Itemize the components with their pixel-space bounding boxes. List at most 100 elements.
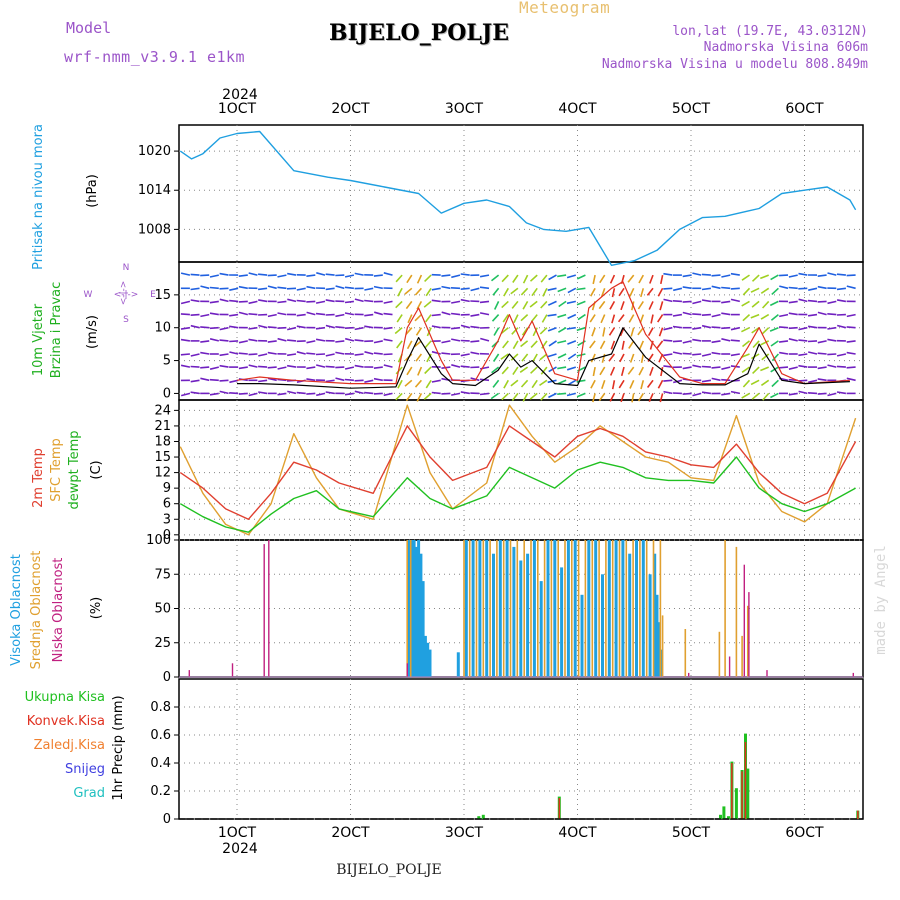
wind-barb xyxy=(425,287,432,297)
wind-barb xyxy=(827,313,837,316)
wind-barb xyxy=(620,393,625,403)
wind-barb xyxy=(557,366,567,370)
wind-barb xyxy=(721,300,731,304)
wind-barb xyxy=(512,366,519,376)
wind-barb xyxy=(621,340,625,350)
wind-barb xyxy=(557,287,567,293)
wind-barb xyxy=(423,392,432,400)
wind-barb xyxy=(383,312,393,316)
wind-barb xyxy=(576,326,586,332)
wind-barb xyxy=(663,298,673,303)
cloud-low-bar xyxy=(852,672,854,677)
wind-barb xyxy=(827,338,837,342)
cloud-high-bar xyxy=(417,540,421,677)
wind-barb xyxy=(817,300,827,303)
wind-barb xyxy=(682,366,692,370)
wind-barb xyxy=(600,288,606,297)
wind-barb xyxy=(648,301,654,310)
wind-barb xyxy=(470,287,480,292)
cloud-mid-bar xyxy=(735,546,738,677)
wind-barb xyxy=(779,351,789,355)
precip-legend-label: Ukupna Kisa xyxy=(25,690,105,705)
wind-barb xyxy=(807,325,818,329)
wind-barb xyxy=(354,298,364,303)
wind-barb xyxy=(846,285,856,290)
wind-barb xyxy=(286,364,297,368)
wind-barb xyxy=(413,340,422,348)
cloud-high-bar xyxy=(456,652,460,677)
wind-barb xyxy=(229,340,239,343)
wind-unit: (m/s) xyxy=(85,315,100,349)
cloud-mid-bar xyxy=(747,605,749,677)
wind-barb xyxy=(567,353,577,360)
wind-barb xyxy=(229,313,239,317)
wind-barb xyxy=(479,274,490,278)
wind-barb xyxy=(599,274,606,284)
wind-barb xyxy=(846,351,856,355)
wind-barb xyxy=(577,313,586,321)
wind-barb xyxy=(335,313,345,318)
wind-barb xyxy=(646,287,654,296)
bottom-year-label: 2024 xyxy=(222,841,258,857)
wind-barb xyxy=(493,301,500,310)
wind-barb xyxy=(405,392,413,402)
temp-ytick-label: 15 xyxy=(154,450,171,465)
wind-barb xyxy=(692,326,702,330)
precip-ytick-label: 0 xyxy=(163,812,171,827)
wind-barb xyxy=(451,312,461,316)
wind-barb xyxy=(576,274,586,280)
wind-barb xyxy=(209,392,219,396)
wind-barb xyxy=(364,351,374,355)
wind-barb xyxy=(479,312,490,316)
wind-barb xyxy=(846,313,856,318)
wind-barb xyxy=(807,392,818,395)
wind-barb xyxy=(730,339,740,342)
compass-e-label: E xyxy=(150,290,156,300)
wind-barb xyxy=(405,300,413,310)
wind-barb xyxy=(441,274,451,277)
wind-barb xyxy=(416,301,423,310)
wind-barb xyxy=(752,366,760,374)
wind-barb xyxy=(770,313,779,321)
wind-barb xyxy=(229,325,239,329)
wind-barb xyxy=(190,379,200,383)
wind-barb xyxy=(701,391,712,395)
wind-barb xyxy=(200,366,210,369)
wind-barb xyxy=(600,314,606,324)
wind-barb xyxy=(267,377,277,382)
precip-total-bar xyxy=(746,768,750,819)
wind-barb xyxy=(682,392,692,395)
wind-barb xyxy=(373,392,383,395)
wind-barb xyxy=(510,287,519,295)
wind-barb xyxy=(817,311,827,316)
wind-barb xyxy=(590,379,596,389)
wind-barb xyxy=(762,392,770,401)
wind-barb xyxy=(752,340,760,349)
wind-barb xyxy=(547,313,557,317)
cloud-high-bar xyxy=(526,553,530,677)
wind-barb xyxy=(577,340,586,347)
wind-barb xyxy=(590,353,596,363)
cloud-mid-bar xyxy=(463,540,465,677)
wind-barb xyxy=(638,366,645,376)
wind-barb xyxy=(692,272,702,276)
cloud-mid-bar xyxy=(605,540,607,677)
wind-barb xyxy=(520,340,529,348)
wind-barb xyxy=(721,312,731,316)
wind-barb xyxy=(364,391,374,395)
wind-barb xyxy=(663,353,673,357)
wind-barb xyxy=(238,311,248,316)
wind-barb xyxy=(383,300,393,304)
wind-barb xyxy=(248,353,258,356)
wind-barb xyxy=(200,285,210,290)
wind-barb xyxy=(431,299,441,303)
cloud-mid-bar xyxy=(645,540,648,677)
wind-barb xyxy=(750,313,760,319)
wind-barb xyxy=(248,300,258,305)
wind-barb xyxy=(788,326,798,330)
wind-barb xyxy=(721,286,731,290)
cloud-mid-bar xyxy=(724,540,726,677)
wind-barb xyxy=(287,390,297,395)
wind-barb xyxy=(396,314,403,323)
